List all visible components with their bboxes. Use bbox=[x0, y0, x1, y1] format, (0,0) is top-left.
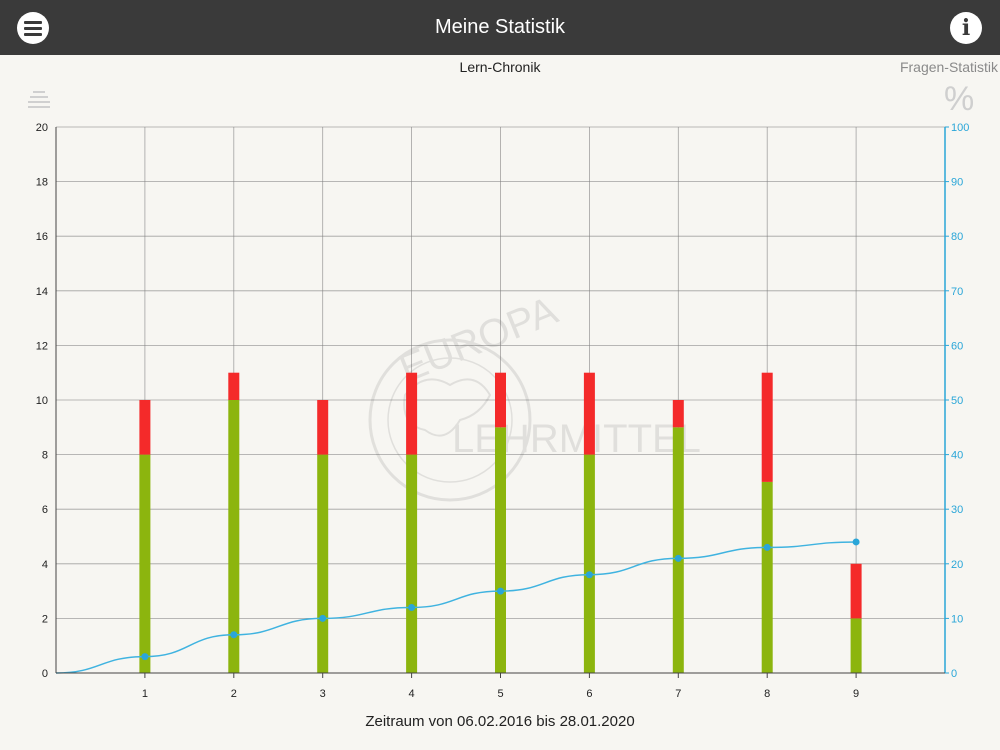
bar-correct bbox=[406, 454, 418, 673]
page-title: Meine Statistik bbox=[434, 16, 566, 38]
x-tick-label: 9 bbox=[853, 688, 859, 700]
bar-correct bbox=[139, 454, 151, 673]
y-left-tick-label: 10 bbox=[36, 395, 48, 407]
y-left-tick-label: 6 bbox=[42, 504, 48, 516]
bar-correct bbox=[495, 427, 506, 673]
y-left-tick-label: 8 bbox=[42, 450, 48, 462]
y-right-tick-label: 80 bbox=[951, 231, 963, 243]
y-right-tick-label: 30 bbox=[951, 504, 963, 516]
x-tick-label: 7 bbox=[675, 688, 681, 700]
app-header: Meine Statistik i bbox=[0, 0, 1000, 55]
chart-line bbox=[55, 538, 860, 674]
list-icon[interactable] bbox=[28, 91, 50, 108]
watermark-text-lehrmittel: LEHRMITTEL bbox=[452, 417, 701, 461]
line-point bbox=[141, 653, 149, 661]
watermark-text-europa: EUROPA bbox=[393, 288, 564, 391]
period-label: Zeitraum von 06.02.2016 bis 28.01.2020 bbox=[365, 713, 635, 730]
line-point bbox=[674, 554, 682, 562]
y-left-tick-label: 20 bbox=[36, 122, 48, 134]
x-tick-label: 2 bbox=[231, 688, 237, 700]
x-tick-label: 4 bbox=[409, 688, 415, 700]
bar-wrong bbox=[761, 372, 773, 482]
y-left-tick-label: 4 bbox=[42, 559, 48, 571]
bar-wrong bbox=[139, 400, 151, 455]
y-left-tick-label: 14 bbox=[36, 286, 48, 298]
bar-correct bbox=[672, 427, 684, 673]
x-tick-label: 3 bbox=[320, 688, 326, 700]
y-right-tick-label: 20 bbox=[951, 559, 963, 571]
bar-wrong bbox=[228, 372, 240, 400]
bar-wrong bbox=[495, 372, 506, 428]
y-right-tick-label: 70 bbox=[951, 286, 963, 298]
y-left-tick-label: 12 bbox=[36, 340, 48, 352]
y-left-tick-label: 18 bbox=[36, 177, 48, 189]
bar-correct bbox=[761, 481, 773, 673]
watermark-logo: EUROPA LEHRMITTEL bbox=[368, 288, 701, 502]
menu-icon[interactable] bbox=[17, 12, 49, 44]
tab-lern-chronik[interactable]: Lern-Chronik bbox=[459, 59, 541, 75]
y-left-tick-label: 16 bbox=[36, 231, 48, 243]
percent-icon[interactable]: % bbox=[944, 80, 975, 118]
bar-correct bbox=[228, 400, 240, 673]
bar-correct bbox=[317, 454, 329, 673]
x-tick-label: 1 bbox=[142, 688, 148, 700]
line-point bbox=[497, 587, 504, 595]
bar-wrong bbox=[672, 400, 684, 428]
chart-grid bbox=[56, 126, 945, 674]
y-right-tick-label: 10 bbox=[951, 613, 963, 625]
line-point bbox=[319, 614, 327, 622]
y-right-tick-label: 50 bbox=[951, 395, 963, 407]
cumulative-line bbox=[55, 541, 857, 674]
line-point bbox=[585, 571, 593, 579]
y-left-tick-label: 0 bbox=[42, 668, 48, 680]
y-right-tick-label: 60 bbox=[951, 340, 963, 352]
statistics-chart: EUROPA LEHRMITTEL 0246810121416182001020… bbox=[36, 122, 970, 700]
y-right-tick-label: 100 bbox=[951, 122, 969, 134]
y-right-tick-label: 90 bbox=[951, 177, 963, 189]
line-point bbox=[408, 603, 416, 611]
y-right-tick-label: 0 bbox=[951, 668, 957, 680]
bar-wrong bbox=[850, 563, 862, 619]
line-point bbox=[763, 543, 771, 551]
x-tick-label: 5 bbox=[497, 688, 503, 700]
y-left-tick-label: 2 bbox=[42, 613, 48, 625]
bar-wrong bbox=[317, 400, 329, 455]
x-tick-label: 6 bbox=[586, 688, 592, 700]
bar-correct bbox=[583, 454, 595, 673]
x-tick-label: 8 bbox=[764, 688, 770, 700]
chart-bars bbox=[139, 372, 862, 673]
y-right-tick-label: 40 bbox=[951, 450, 963, 462]
bar-wrong bbox=[583, 372, 595, 455]
bar-correct bbox=[850, 618, 862, 673]
tab-fragen-statistik[interactable]: Fragen-Statistik bbox=[899, 59, 998, 75]
line-point bbox=[852, 538, 860, 546]
chart-axes: 0246810121416182001020304050607080901001… bbox=[36, 122, 970, 700]
info-icon[interactable]: i bbox=[950, 12, 982, 44]
line-point bbox=[230, 631, 238, 639]
bar-wrong bbox=[406, 372, 418, 455]
